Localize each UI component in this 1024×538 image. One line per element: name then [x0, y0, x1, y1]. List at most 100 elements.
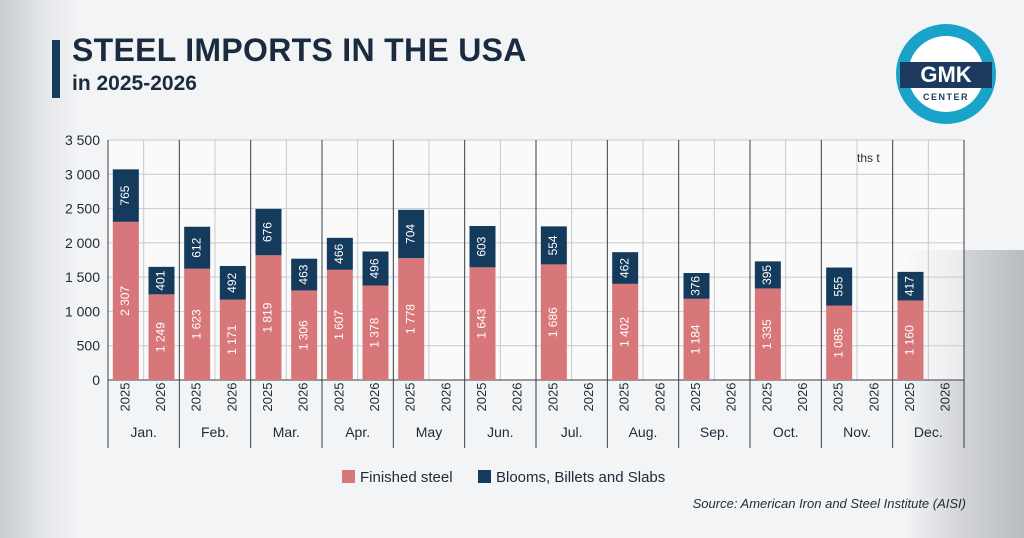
x-tick-year-label: 2026	[510, 383, 525, 412]
bar-finished-steel	[148, 294, 175, 380]
x-tick-year-label: 2025	[545, 383, 560, 412]
x-tick-year-label: 2026	[795, 383, 810, 412]
bar-label-blooms-billets-slabs: 765	[118, 185, 132, 205]
bar-label-blooms-billets-slabs: 554	[546, 235, 560, 255]
bar-finished-steel	[255, 255, 282, 380]
logo-text-gmk: GMK	[920, 62, 971, 87]
x-tick-year-label: 2025	[117, 383, 132, 412]
bar-label-blooms-billets-slabs: 676	[261, 222, 275, 242]
x-tick-month-label: Nov.	[843, 424, 871, 440]
bar-finished-steel	[540, 264, 567, 380]
x-tick-month-label: May	[416, 424, 442, 440]
y-tick-label: 3 000	[65, 166, 100, 182]
bar-label-blooms-billets-slabs: 704	[403, 224, 417, 244]
unit-label: ths t	[857, 151, 880, 165]
x-tick-year-label: 2026	[652, 383, 667, 412]
bar-finished-steel	[612, 283, 639, 380]
bar-finished-steel	[291, 290, 318, 380]
bar-label-finished-steel: 1 607	[332, 310, 346, 340]
x-tick-year-label: 2025	[617, 383, 632, 412]
bar-label-blooms-billets-slabs: 401	[154, 270, 168, 290]
y-tick-label: 3 500	[65, 132, 100, 148]
y-tick-label: 1 000	[65, 303, 100, 319]
bar-label-finished-steel: 1 778	[403, 304, 417, 334]
chart-subtitle: in 2025-2026	[72, 72, 197, 95]
x-tick-month-label: Dec.	[914, 424, 943, 440]
legend-swatch	[478, 470, 491, 483]
x-tick-year-label: 2026	[296, 383, 311, 412]
background-left-steel	[0, 0, 80, 538]
x-tick-year-label: 2026	[367, 383, 382, 412]
bar-label-finished-steel: 1 643	[475, 308, 489, 338]
bar-blooms-billets-slabs	[826, 267, 853, 306]
bar-finished-steel	[112, 221, 139, 380]
bar-label-blooms-billets-slabs: 376	[689, 276, 703, 296]
x-tick-year-label: 2026	[724, 383, 739, 412]
bar-label-finished-steel: 1 623	[189, 309, 203, 339]
bar-finished-steel	[362, 285, 389, 380]
x-tick-year-label: 2026	[153, 383, 168, 412]
y-tick-label: 2 000	[65, 235, 100, 251]
bar-label-finished-steel: 1 184	[689, 324, 703, 354]
bar-finished-steel	[683, 298, 710, 380]
bar-blooms-billets-slabs	[540, 226, 567, 265]
bar-label-blooms-billets-slabs: 417	[903, 276, 917, 296]
x-tick-month-label: Jul.	[561, 424, 583, 440]
x-tick-year-label: 2025	[688, 383, 703, 412]
bar-label-finished-steel: 1 171	[225, 325, 239, 355]
bar-label-blooms-billets-slabs: 466	[332, 243, 346, 263]
bar-blooms-billets-slabs	[112, 169, 139, 222]
x-tick-year-label: 2026	[581, 383, 596, 412]
x-tick-month-label: Mar.	[273, 424, 300, 440]
y-tick-label: 500	[77, 338, 101, 354]
bar-finished-steel	[326, 269, 353, 380]
legend-label: Blooms, Billets and Slabs	[496, 469, 665, 486]
x-tick-year-label: 2026	[938, 383, 953, 412]
bar-finished-steel	[398, 258, 425, 380]
bar-label-finished-steel: 2 307	[118, 286, 132, 316]
bar-label-finished-steel: 1 306	[296, 320, 310, 350]
source-note: Source: American Iron and Steel Institut…	[692, 496, 966, 511]
x-tick-month-label: Aug.	[629, 424, 658, 440]
bar-label-blooms-billets-slabs: 555	[831, 276, 845, 296]
bar-blooms-billets-slabs	[255, 208, 282, 256]
bar-finished-steel	[826, 305, 853, 380]
y-tick-label: 1 500	[65, 269, 100, 285]
logo-text-center: CENTER	[923, 92, 969, 102]
bar-finished-steel	[184, 268, 211, 380]
x-tick-year-label: 2026	[866, 383, 881, 412]
bar-blooms-billets-slabs	[291, 258, 318, 291]
bar-blooms-billets-slabs	[612, 252, 639, 284]
x-tick-year-label: 2025	[759, 383, 774, 412]
bar-label-finished-steel: 1 335	[760, 319, 774, 349]
y-tick-label: 0	[92, 372, 100, 388]
bar-finished-steel	[897, 300, 924, 380]
bar-blooms-billets-slabs	[184, 226, 211, 269]
bar-label-blooms-billets-slabs: 603	[475, 236, 489, 256]
x-tick-month-label: Apr.	[345, 424, 370, 440]
x-tick-month-label: Jun.	[487, 424, 513, 440]
x-tick-year-label: 2025	[474, 383, 489, 412]
bar-label-blooms-billets-slabs: 462	[617, 258, 631, 278]
x-tick-year-label: 2025	[902, 383, 917, 412]
x-tick-year-label: 2025	[189, 383, 204, 412]
bar-finished-steel	[469, 267, 496, 380]
bar-label-blooms-billets-slabs: 463	[296, 264, 310, 284]
bar-label-blooms-billets-slabs: 496	[368, 258, 382, 278]
x-tick-year-label: 2025	[260, 383, 275, 412]
legend-swatch	[342, 470, 355, 483]
bar-blooms-billets-slabs	[326, 237, 353, 270]
x-tick-year-label: 2025	[831, 383, 846, 412]
x-tick-year-label: 2026	[224, 383, 239, 412]
bar-label-finished-steel: 1 686	[546, 307, 560, 337]
bar-blooms-billets-slabs	[362, 251, 389, 286]
bar-blooms-billets-slabs	[754, 261, 781, 289]
bar-finished-steel	[754, 288, 781, 380]
bar-label-blooms-billets-slabs: 395	[760, 265, 774, 285]
bar-blooms-billets-slabs	[683, 273, 710, 299]
x-tick-month-label: Sep.	[700, 424, 729, 440]
bar-label-finished-steel: 1 085	[831, 327, 845, 357]
x-tick-year-label: 2026	[438, 383, 453, 412]
bar-blooms-billets-slabs	[148, 266, 175, 295]
